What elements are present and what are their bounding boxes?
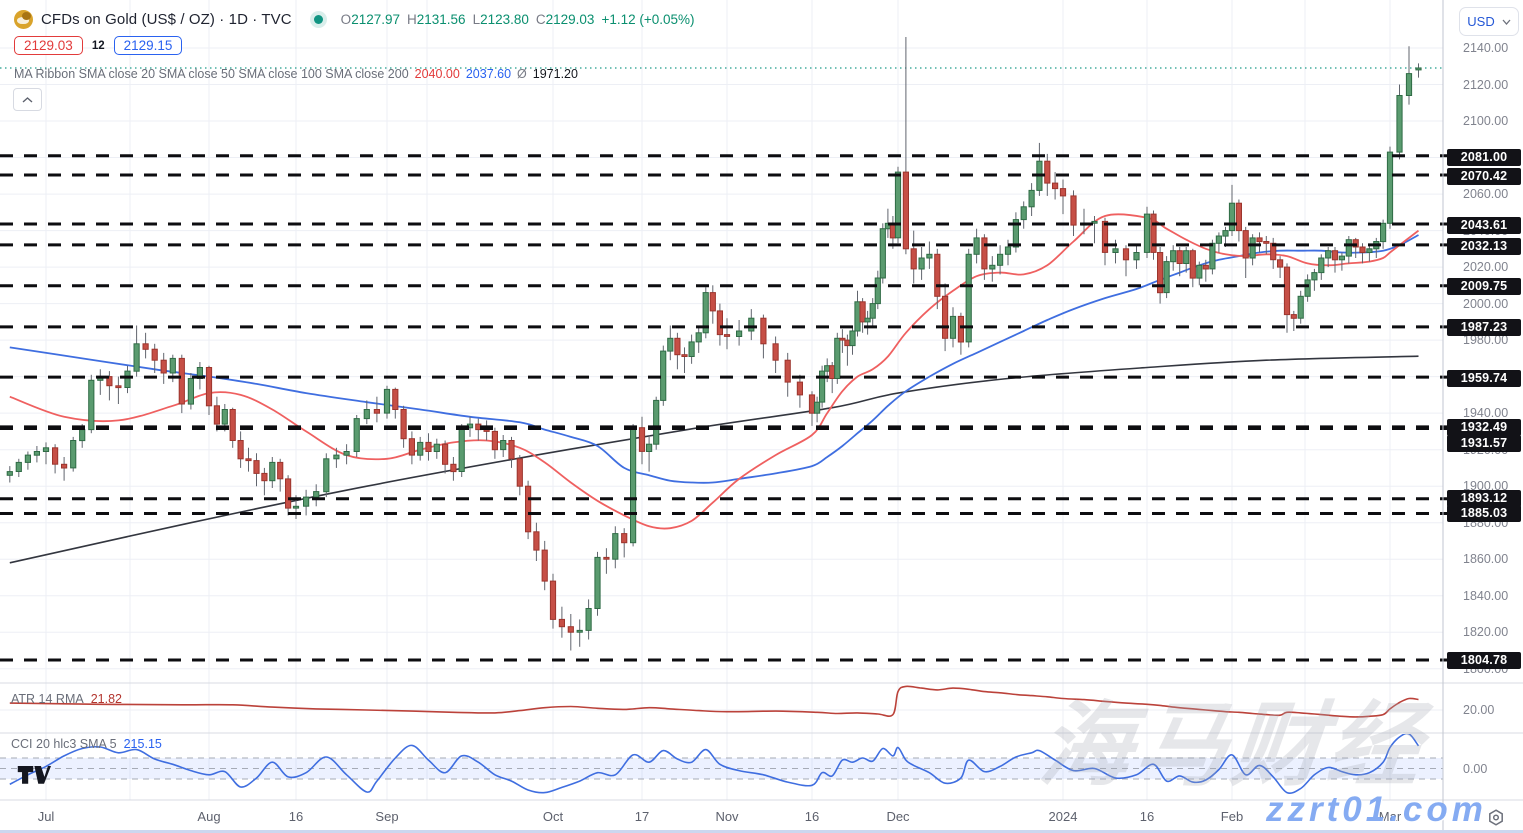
key-level-lines <box>0 154 1459 662</box>
chevron-down-icon <box>1502 19 1511 25</box>
gear-icon[interactable] <box>1486 808 1506 828</box>
open-label: O <box>340 12 352 27</box>
spread-value: 12 <box>91 39 105 52</box>
bid-ask-row: 2129.03 12 2129.15 <box>14 36 183 55</box>
cci-pane[interactable] <box>0 733 1443 795</box>
collapse-legend-button[interactable] <box>13 88 42 111</box>
atr-pane[interactable] <box>9 685 1419 718</box>
ma-ribbon-average-value: 1971.20 <box>532 67 578 81</box>
price-pane[interactable] <box>0 37 1443 651</box>
cci-legend-row[interactable]: CCI 20 hlc3 SMA 5 215.15 <box>11 737 162 751</box>
ask-price-button[interactable]: 2129.15 <box>113 36 183 55</box>
ma-ribbon-legend-row[interactable]: MA Ribbon SMA close 20 SMA close 50 SMA … <box>14 67 578 81</box>
gold-symbol-icon <box>14 10 33 29</box>
chart-gridlines <box>0 0 1443 800</box>
cci-label[interactable]: CCI 20 hlc3 SMA 5 <box>11 737 117 751</box>
ma-ribbon-average-symbol: Ø <box>517 67 527 81</box>
low-value: 2123.80 <box>480 12 529 27</box>
change-value: +1.12 (+0.05%) <box>601 12 695 27</box>
ma-ribbon-value-20: 2040.00 <box>414 67 460 81</box>
chevron-up-icon <box>22 96 33 103</box>
close-label: C <box>535 12 546 27</box>
tradingview-logo[interactable] <box>17 764 51 790</box>
cci-value: 215.15 <box>123 737 162 751</box>
currency-value: USD <box>1467 14 1495 29</box>
watermark-text: 海马财经 <box>1034 695 1430 797</box>
ma-ribbon-label[interactable]: MA Ribbon SMA close 20 SMA close 50 SMA … <box>14 67 409 81</box>
atr-value: 21.82 <box>90 692 122 706</box>
ohlc-values: O2127.97 H2131.56 L2123.80 C2129.03 +1.1… <box>341 12 695 27</box>
open-value: 2127.97 <box>351 12 400 27</box>
symbol-title[interactable]: CFDs on Gold (US$ / OZ) · 1D · TVC <box>41 11 292 28</box>
symbol-legend-row[interactable]: CFDs on Gold (US$ / OZ) · 1D · TVC O2127… <box>14 10 695 29</box>
high-value: 2131.56 <box>416 12 466 27</box>
low-label: L <box>472 12 481 27</box>
market-status-icon <box>313 15 323 24</box>
atr-label[interactable]: ATR 14 RMA <box>11 692 84 706</box>
high-label: H <box>407 12 417 27</box>
close-value: 2129.03 <box>545 12 595 27</box>
ma-ribbon-value-50: 2037.60 <box>465 67 512 81</box>
bid-price-button[interactable]: 2129.03 <box>14 36 83 55</box>
watermark-domain: zzrt01.com <box>1266 790 1487 829</box>
atr-legend-row[interactable]: ATR 14 RMA 21.82 <box>11 692 122 706</box>
currency-dropdown[interactable]: USD <box>1459 7 1519 36</box>
